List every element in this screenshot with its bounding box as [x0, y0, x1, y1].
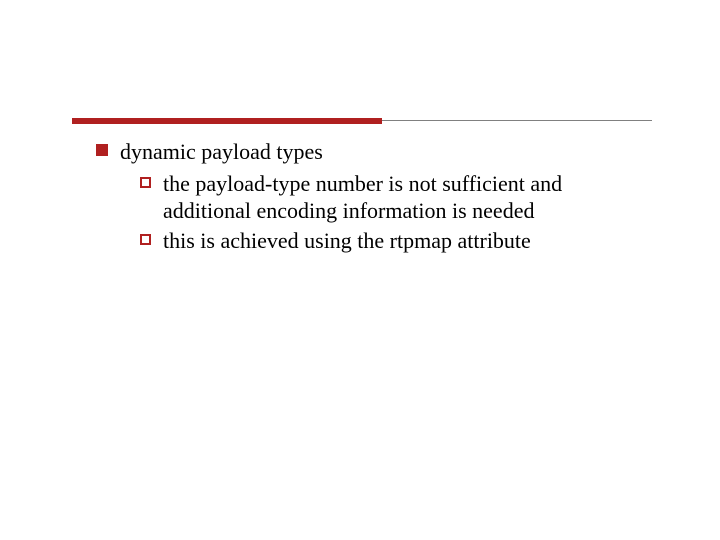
list-item: dynamic payload types: [96, 138, 656, 166]
list-item-text: this is achieved using the rtpmap attrib…: [163, 227, 531, 255]
list-item: this is achieved using the rtpmap attrib…: [140, 227, 656, 255]
square-bullet-icon: [96, 144, 108, 156]
hollow-square-bullet-icon: [140, 234, 151, 245]
list-item-text: the payload-type number is not sufficien…: [163, 170, 633, 225]
slide: dynamic payload types the payload-type n…: [0, 0, 720, 540]
title-underline-thick: [72, 118, 382, 124]
sublist: the payload-type number is not sufficien…: [140, 170, 656, 255]
title-underline: [72, 118, 648, 124]
list-item: the payload-type number is not sufficien…: [140, 170, 656, 225]
title-underline-thin: [382, 120, 652, 121]
list-item-text: dynamic payload types: [120, 138, 323, 166]
hollow-square-bullet-icon: [140, 177, 151, 188]
content-body: dynamic payload types the payload-type n…: [96, 138, 656, 254]
